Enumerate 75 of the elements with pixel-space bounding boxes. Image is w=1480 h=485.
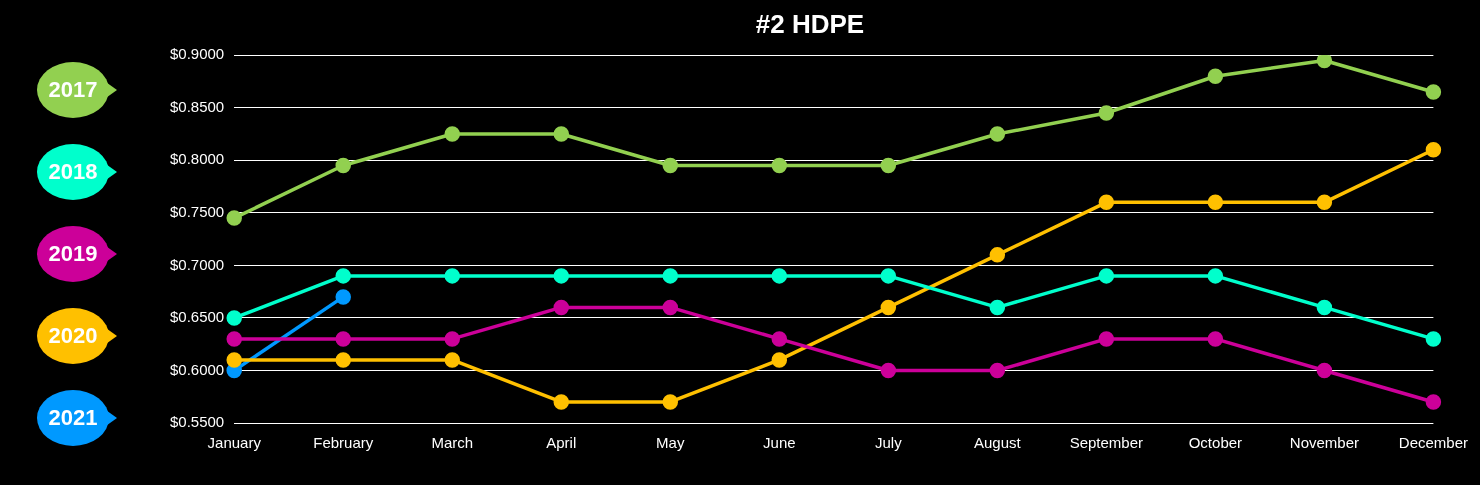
point: [444, 126, 460, 142]
point: [226, 352, 242, 368]
point: [553, 126, 570, 142]
x-tick-label: November: [1289, 434, 1359, 452]
point: [335, 331, 351, 347]
legend-label: 2019: [37, 226, 109, 282]
point: [335, 157, 351, 174]
point: [1098, 268, 1115, 284]
point: [444, 352, 460, 368]
point: [1425, 142, 1442, 158]
x-tick-label: October: [1188, 434, 1243, 452]
y-tick-label: $0.8000: [169, 150, 225, 168]
point: [1425, 84, 1442, 100]
x-tick-label: September: [1069, 434, 1144, 452]
legend-label: 2017: [37, 62, 109, 118]
point: [335, 289, 351, 305]
y-tick-label: $0.6500: [169, 308, 225, 326]
point: [1207, 331, 1224, 347]
x-tick-label: March: [431, 434, 474, 452]
point: [880, 362, 897, 379]
point: [335, 352, 351, 368]
point: [771, 352, 788, 368]
y-tick-label: $0.6000: [169, 360, 225, 378]
point: [662, 157, 679, 174]
point: [989, 247, 1006, 263]
point: [880, 157, 897, 174]
y-tick-label: $0.9000: [169, 45, 225, 63]
x-tick-label: January: [207, 434, 262, 452]
point: [1098, 194, 1115, 211]
point: [1316, 362, 1333, 379]
point: [989, 299, 1006, 316]
point: [226, 331, 242, 347]
point: [771, 157, 788, 174]
x-tick-label: April: [546, 434, 577, 452]
point: [1207, 68, 1224, 84]
x-tick-label: June: [763, 434, 796, 452]
point: [989, 126, 1006, 142]
point: [771, 331, 788, 347]
x-tick-label: May: [656, 434, 685, 452]
point: [1425, 394, 1442, 410]
point: [226, 310, 242, 326]
point: [1425, 331, 1442, 347]
point: [444, 268, 460, 284]
x-tick-label: February: [313, 434, 374, 452]
point: [1098, 331, 1115, 347]
point: [1316, 194, 1333, 211]
point: [662, 394, 679, 410]
point: [1316, 299, 1333, 316]
point: [1207, 268, 1224, 284]
point: [553, 299, 570, 316]
point: [771, 268, 788, 284]
point: [989, 362, 1006, 379]
y-tick-label: $0.7000: [169, 255, 225, 273]
point: [226, 210, 242, 226]
y-tick-label: $0.5500: [169, 413, 225, 431]
x-tick-label: December: [1398, 434, 1469, 452]
chart-title: #2 HDPE: [755, 8, 865, 39]
point: [1316, 55, 1333, 69]
point: [553, 268, 570, 284]
point: [1098, 105, 1115, 121]
point: [335, 268, 351, 284]
y-tick-label: $0.8500: [169, 97, 225, 115]
point: [880, 299, 897, 316]
x-tick-label: July: [874, 434, 903, 452]
legend-label: 2020: [37, 308, 109, 364]
point: [880, 268, 897, 284]
legend-label: 2018: [37, 144, 109, 200]
x-tick-label: August: [973, 434, 1022, 452]
point: [662, 299, 679, 316]
legend-label: 2021: [37, 390, 109, 446]
point: [662, 268, 679, 284]
point: [1207, 194, 1224, 211]
y-tick-label: $0.7500: [169, 202, 225, 220]
point: [553, 394, 570, 410]
point: [444, 331, 460, 347]
